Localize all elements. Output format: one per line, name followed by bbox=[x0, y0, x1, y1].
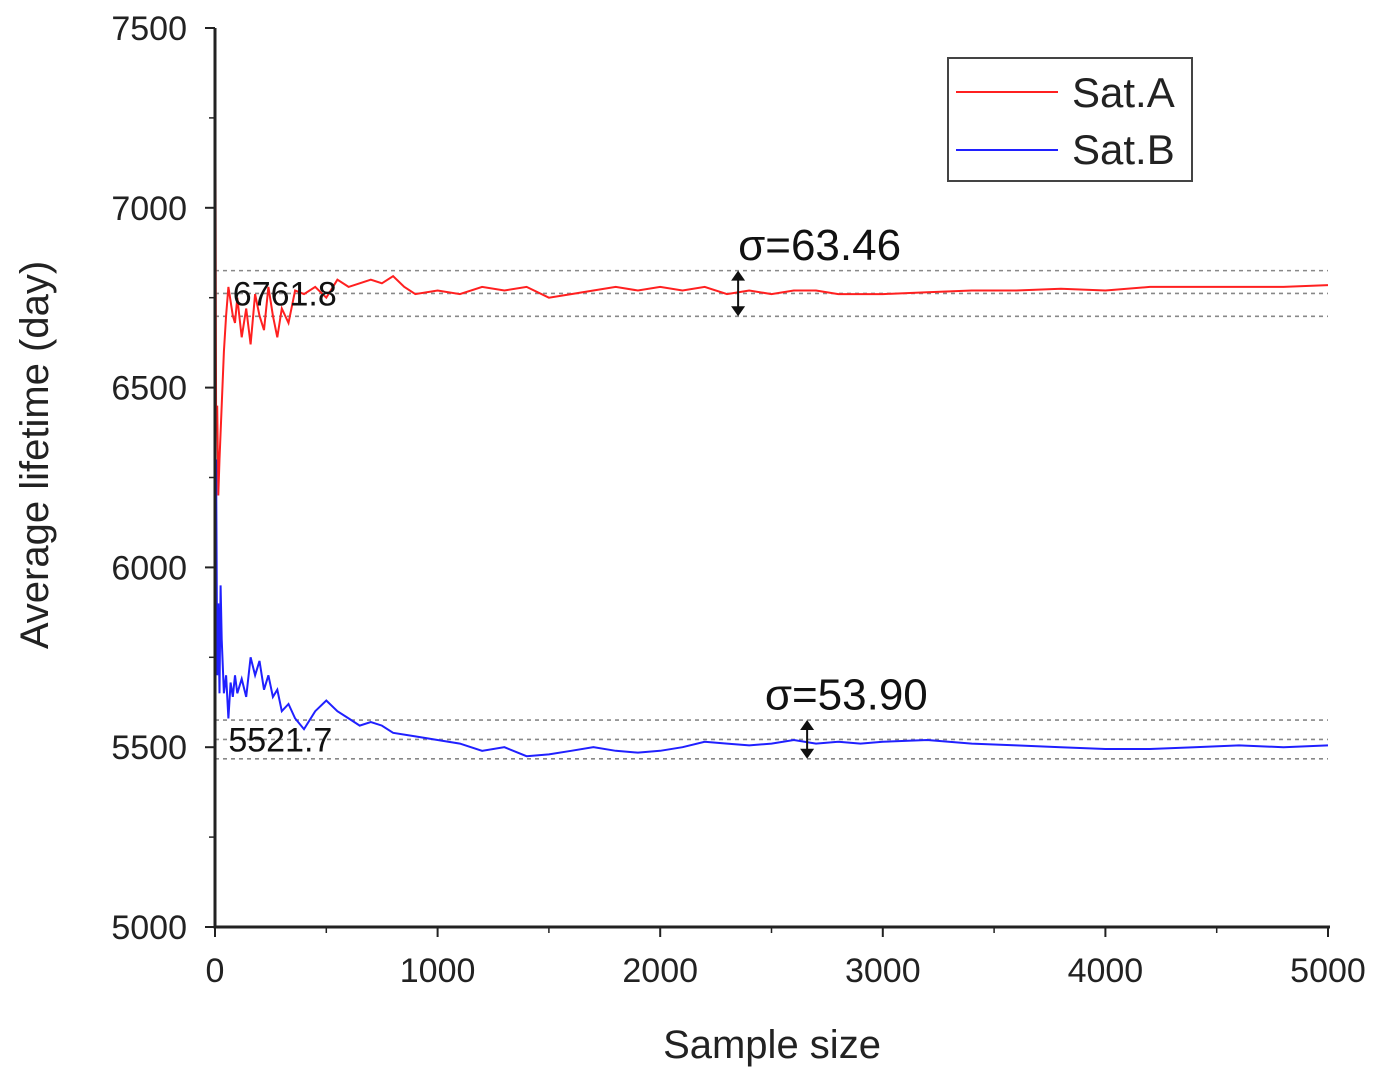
y-ticks: 5000 5500 6000 6500 7000 7500 bbox=[111, 10, 215, 947]
x-tick-label-2000: 2000 bbox=[622, 952, 698, 990]
legend-box bbox=[947, 57, 1193, 182]
x-tick-label-0: 0 bbox=[206, 952, 225, 990]
x-axis-title: Sample size bbox=[663, 1023, 881, 1067]
x-ticks: 0 1000 2000 3000 4000 5000 bbox=[206, 927, 1366, 990]
legend: Sat.A Sat.B bbox=[947, 57, 1193, 182]
y-tick-label-7000: 7000 bbox=[111, 190, 187, 228]
annotation-layer: σ=63.46 σ=53.90 6761.8 5521.7 bbox=[228, 221, 927, 760]
x-tick-label-5000: 5000 bbox=[1290, 952, 1366, 990]
reference-lines bbox=[215, 269, 1328, 760]
y-tick-label-6000: 6000 bbox=[111, 549, 187, 587]
sigma-label-sat-a: σ=63.46 bbox=[738, 221, 901, 270]
x-tick-label-4000: 4000 bbox=[1068, 952, 1144, 990]
y-tick-label-5000: 5000 bbox=[111, 909, 187, 947]
x-tick-label-1000: 1000 bbox=[400, 952, 476, 990]
series-line-sat-b bbox=[214, 459, 1329, 802]
series-line-sat-a bbox=[214, 27, 1329, 496]
x-tick-label-3000: 3000 bbox=[845, 952, 921, 990]
sigma-arrow-head-down-sat-b bbox=[800, 748, 815, 759]
sigma-label-sat-b: σ=53.90 bbox=[765, 670, 928, 719]
series-layer bbox=[214, 27, 1329, 802]
sigma-arrow-head-up-sat-a bbox=[731, 270, 746, 281]
y-tick-label-7500: 7500 bbox=[111, 10, 187, 48]
y-axis-title: Average lifetime (day) bbox=[13, 261, 57, 649]
mean-label-sat-a: 6761.8 bbox=[233, 275, 337, 313]
sigma-arrow-head-down-sat-a bbox=[731, 306, 746, 317]
legend-label-sat-b: Sat.B bbox=[1072, 126, 1175, 173]
sigma-arrow-head-up-sat-b bbox=[800, 720, 815, 731]
legend-label-sat-a: Sat.A bbox=[1072, 69, 1175, 116]
mean-label-sat-b: 5521.7 bbox=[228, 721, 332, 759]
y-tick-label-5500: 5500 bbox=[111, 729, 187, 767]
y-tick-label-6500: 6500 bbox=[111, 370, 187, 408]
